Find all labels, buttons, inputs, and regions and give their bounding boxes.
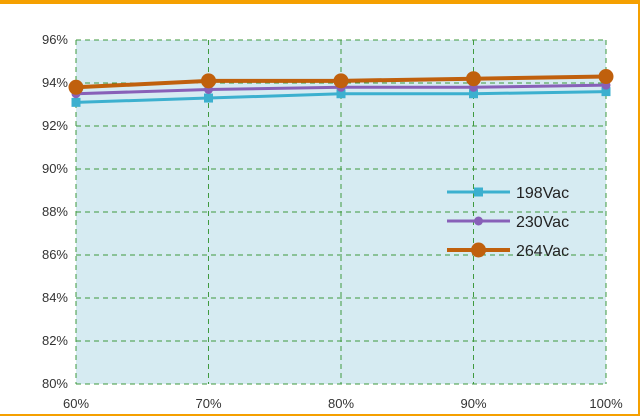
legend-item: 264Vac <box>447 242 569 260</box>
x-axis-ticks: 60% 70% 80% 90% 100% <box>63 396 623 411</box>
data-point <box>68 79 84 95</box>
y-tick-label: 88% <box>42 204 68 219</box>
y-tick-label: 92% <box>42 118 68 133</box>
y-tick-label: 82% <box>42 333 68 348</box>
legend-item: 230Vac <box>447 214 569 231</box>
y-tick-label: 84% <box>42 290 68 305</box>
efficiency-line-chart: 80% 82% 84% 86% 88% 90% 92% 94% 96% 60% 70% 80% 90%… <box>42 32 623 411</box>
legend-label: 198Vac <box>516 185 569 202</box>
legend: 198Vac 230Vac 264Vac <box>447 185 569 260</box>
data-point <box>201 73 216 89</box>
data-point <box>466 71 481 87</box>
legend-marker <box>474 187 483 197</box>
data-point <box>598 69 614 85</box>
series-264Vac <box>68 69 614 95</box>
y-tick-label: 80% <box>42 376 68 391</box>
x-tick-label: 100% <box>589 396 623 411</box>
data-point <box>336 89 346 99</box>
y-tick-label: 86% <box>42 247 68 262</box>
y-tick-label: 96% <box>42 32 68 47</box>
x-tick-label: 70% <box>195 396 221 411</box>
x-tick-label: 60% <box>63 396 89 411</box>
legend-label: 264Vac <box>516 243 569 260</box>
series-198Vac <box>71 87 611 107</box>
data-point <box>71 97 81 107</box>
y-axis-ticks: 80% 82% 84% 86% 88% 90% 92% 94% 96% <box>42 32 68 391</box>
legend-marker <box>474 216 483 226</box>
series-lines <box>68 69 614 107</box>
legend-marker <box>471 242 486 258</box>
y-tick-label: 94% <box>42 75 68 90</box>
x-tick-label: 80% <box>328 396 354 411</box>
data-point <box>204 93 213 103</box>
data-point <box>469 89 478 99</box>
legend-label: 230Vac <box>516 214 569 231</box>
y-tick-label: 90% <box>42 161 68 176</box>
legend-item: 198Vac <box>447 185 569 202</box>
data-point <box>333 73 349 89</box>
data-point <box>601 87 611 97</box>
x-tick-label: 90% <box>460 396 486 411</box>
